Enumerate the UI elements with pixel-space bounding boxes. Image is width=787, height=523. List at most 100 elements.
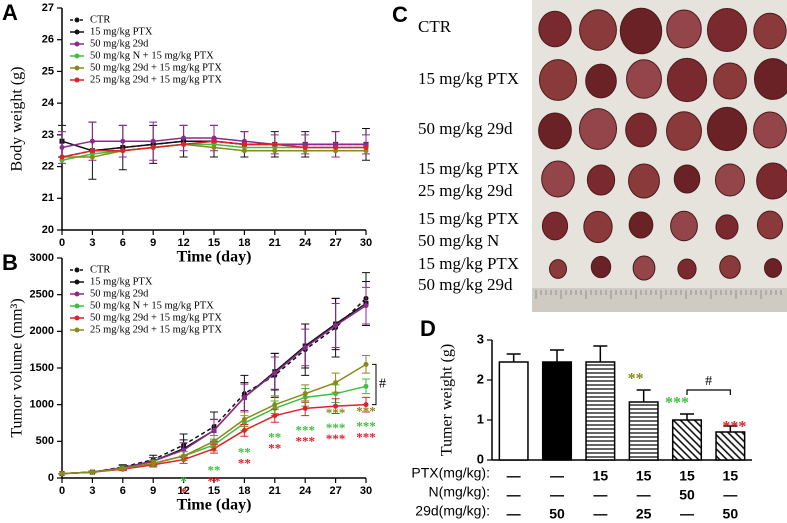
y-tick-label: 25 [42,65,54,77]
y-tick-label: 23 [42,129,54,141]
point [272,370,278,376]
y-tick-label: 3 [477,331,484,346]
x-tick-label: 15 [208,485,220,497]
x-tick-label: 15 [208,237,220,249]
point [333,322,339,328]
legend-marker [74,77,80,83]
x-axis-title: Time (day) [177,249,252,266]
row-label: PTX(mg/kg): [411,465,490,481]
significance: ** [238,444,251,459]
significance: ** [268,441,281,456]
y-tick-label: 2500 [30,289,54,301]
tumor [756,210,784,240]
legend-label: 15 mg/kg PTX [90,276,153,287]
table-cell: 50 [549,506,565,522]
tumor [579,9,617,51]
x-tick-label: 3 [89,237,95,249]
bar [671,419,703,461]
point [272,148,278,154]
group-label: 15 mg/kg PTX [418,159,519,178]
point [211,427,217,433]
x-tick-label: 18 [238,237,250,249]
tumor [753,58,787,100]
point [89,138,95,144]
point [363,361,369,367]
point [150,138,156,144]
legend-label: 50 mg/kg N + 15 mg/kg PTX [90,300,214,311]
tumor [706,106,748,152]
y-tick-label: 26 [42,34,54,46]
x-tick-label: 0 [59,485,65,497]
tumor [583,210,613,244]
legend-label: 50 mg/kg N + 15 mg/kg PTX [90,50,214,61]
legend-marker [74,65,80,71]
table-cell: — [550,468,564,484]
point [211,138,217,144]
row-label: 29d(mg/kg): [415,503,490,519]
significance: * [180,474,187,489]
error-bar [680,413,694,420]
point [241,427,247,433]
point [59,471,65,477]
x-axis-title: Time (day) [177,497,252,514]
legend-marker [74,17,80,23]
point [181,453,187,459]
y-tick-label: 24 [42,97,55,109]
x-tick-label: 18 [238,485,250,497]
tumor [670,210,698,242]
point [363,145,369,151]
x-tick-label: 21 [269,237,281,249]
table-cell: 50 [723,506,739,522]
x-tick-label: 30 [360,237,372,249]
y-tick-label: 21 [42,192,54,204]
table-cell: 15 [723,468,739,484]
x-tick-label: 12 [177,485,189,497]
tumor [666,111,702,151]
table-cell: 15 [679,468,695,484]
table-cell: — [723,487,737,503]
legend-marker [74,279,80,285]
y-tick-label: 1000 [30,399,54,411]
point [211,438,217,444]
tumor [538,112,572,150]
tumor [590,255,612,279]
group-label: CTR [418,17,452,36]
legend-marker [74,327,80,333]
tumor [619,7,663,55]
tumor [538,59,578,101]
table-cell: — [593,506,607,522]
tumor [764,258,782,278]
y-tick-label: 1 [477,411,484,426]
point [363,402,369,408]
tumor [626,59,662,99]
error-bar [506,353,521,362]
table-cell: — [593,487,607,503]
tumor [628,163,660,199]
y-tick-label: 22 [42,160,54,172]
y-tick-label: 1500 [30,362,54,374]
table-cell: 25 [636,506,652,522]
tumor [541,211,569,241]
group-label: 15 mg/kg PTX [418,209,519,228]
point [333,403,339,409]
significance: *** [356,419,376,434]
point [120,148,126,154]
legend-marker [74,315,80,321]
tumor [625,112,657,148]
point [89,148,95,154]
point [59,154,65,160]
point [89,469,95,475]
tumor [753,111,787,149]
tumor [673,164,701,194]
x-tick-label: 9 [150,485,156,497]
tumor [541,160,575,198]
point [272,141,278,147]
group-label: 15 mg/kg PTX [418,254,519,273]
panel-label: A [2,0,18,25]
legend-label: CTR [90,264,110,275]
table-cell: — [637,487,651,503]
y-tick-label: 20 [42,224,54,236]
legend-label: CTR [90,14,110,25]
point [120,138,126,144]
